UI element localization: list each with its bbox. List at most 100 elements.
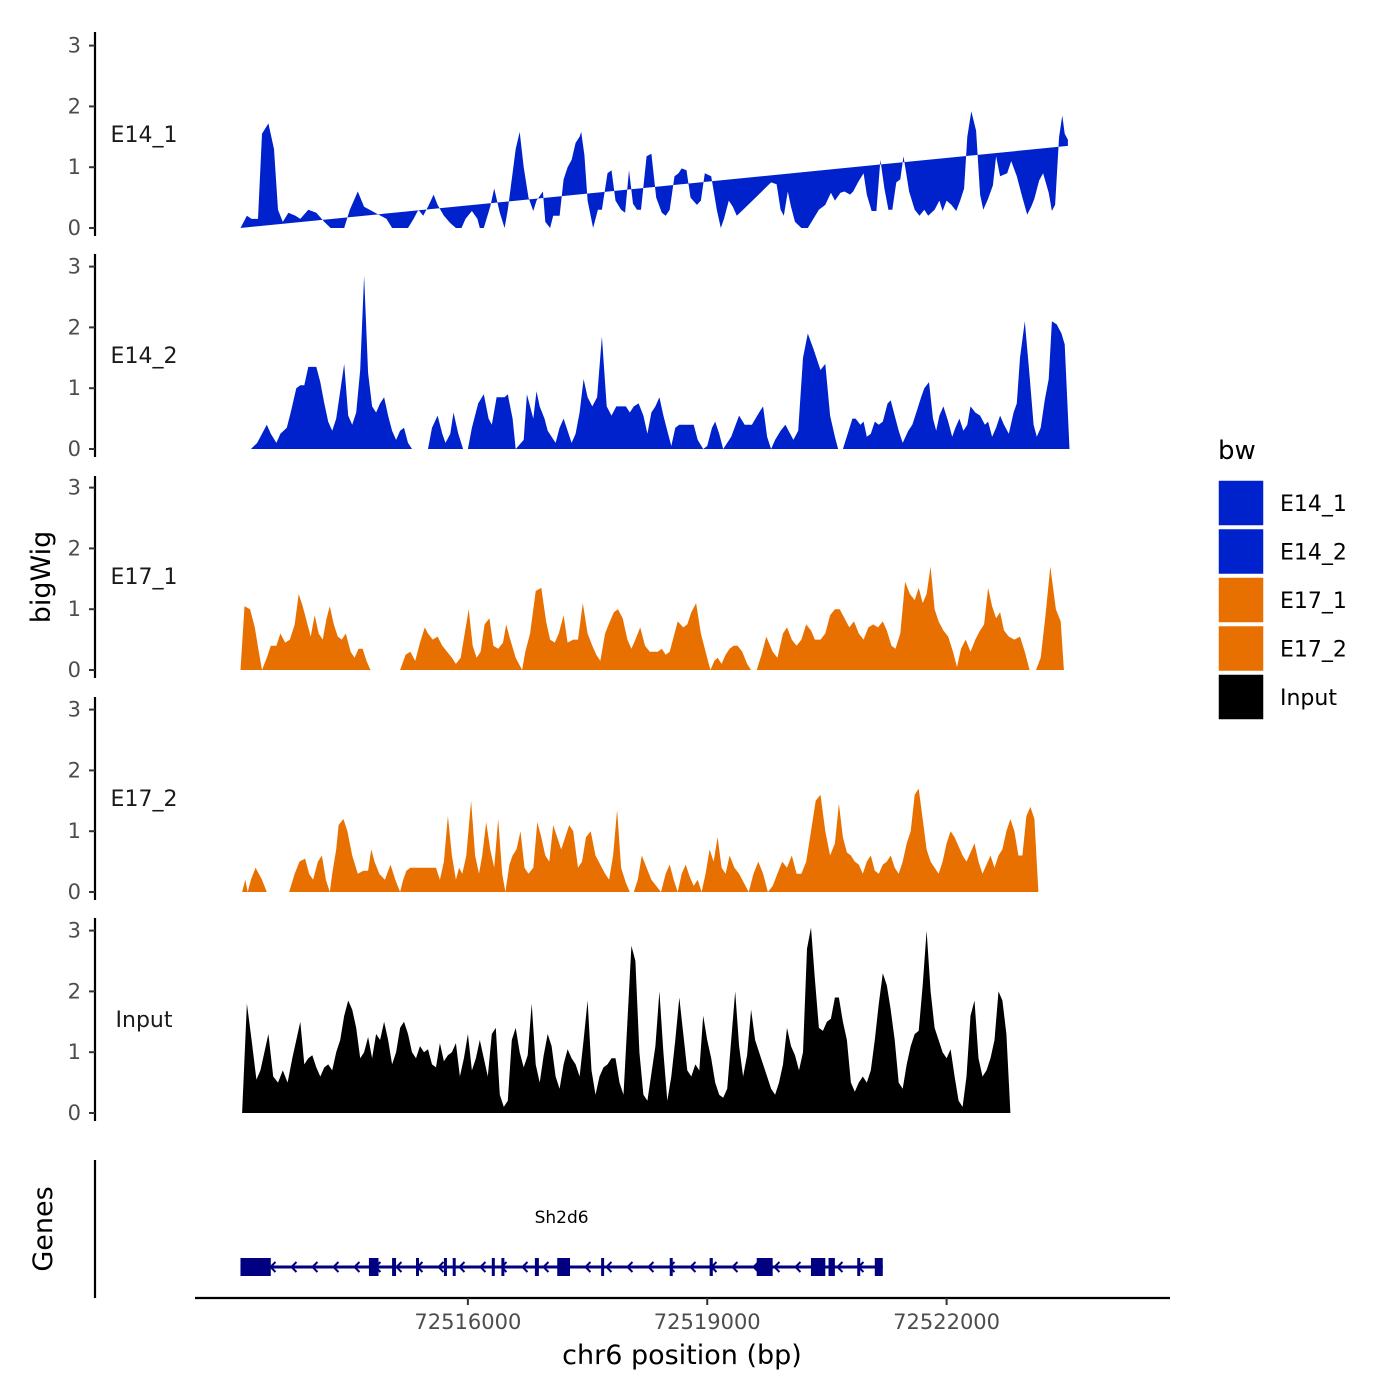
- x-tick-label: 72519000: [654, 1310, 761, 1334]
- legend-swatch: [1217, 479, 1265, 527]
- signal-area-E17_1: [240, 566, 1064, 670]
- strand-arrow: [689, 1261, 697, 1273]
- y-axis-title: bigWig: [26, 531, 57, 624]
- legend-item: Input: [1217, 673, 1337, 721]
- y-tick-label: 3: [68, 255, 81, 279]
- y-tick-label: 0: [68, 1101, 81, 1125]
- gene-exon: [368, 1258, 379, 1276]
- strand-arrow: [458, 1261, 466, 1273]
- legend-swatch: [1217, 527, 1265, 576]
- track-label: E17_2: [111, 787, 178, 812]
- strand-arrow: [479, 1261, 487, 1273]
- signal-area-E14_1: [240, 111, 1068, 228]
- legend-swatch: [1217, 624, 1265, 673]
- gene-exon: [669, 1258, 673, 1276]
- gene-exon: [452, 1258, 456, 1276]
- legend: bw E14_1 E14_2 E17_1 E17_2 Input: [1217, 436, 1347, 721]
- strand-arrow: [731, 1261, 739, 1273]
- legend-swatch: [1217, 673, 1265, 721]
- signal-area-E17_2: [242, 788, 1039, 892]
- legend-items: E14_1 E14_2 E17_1 E17_2 Input: [1217, 479, 1347, 721]
- legend-label: E17_2: [1280, 638, 1347, 663]
- legend-title: bw: [1218, 436, 1256, 466]
- strand-arrow: [794, 1261, 802, 1273]
- legend-label: E17_1: [1280, 589, 1347, 614]
- gene-exon: [534, 1258, 539, 1276]
- y-tick-label: 3: [68, 476, 81, 500]
- strand-arrow: [836, 1261, 844, 1273]
- y-axis-title-text: bigWig: [26, 531, 57, 624]
- strand-arrow: [605, 1261, 613, 1273]
- track-label: E14_1: [111, 123, 178, 148]
- strand-arrow: [773, 1261, 781, 1273]
- strand-arrow: [626, 1261, 634, 1273]
- gene-exon: [416, 1258, 420, 1276]
- strand-arrow: [290, 1261, 298, 1273]
- y-tick-label: 3: [68, 698, 81, 722]
- gene-exon: [601, 1258, 605, 1276]
- strand-arrow: [437, 1261, 445, 1273]
- gene-exon: [874, 1258, 883, 1276]
- strand-arrow: [584, 1261, 592, 1273]
- gene-exon: [501, 1258, 505, 1276]
- strand-arrow: [542, 1261, 550, 1273]
- gene-exon: [709, 1258, 713, 1276]
- track-label: E17_1: [111, 565, 178, 590]
- y-tick-label: 1: [68, 819, 81, 843]
- legend-item: E17_1: [1217, 576, 1347, 624]
- y-tick-label: 0: [68, 437, 81, 461]
- gene-exon: [857, 1258, 861, 1276]
- y-tick-label: 2: [68, 979, 81, 1003]
- gene-exon: [828, 1258, 835, 1276]
- legend-item: E14_1: [1217, 479, 1347, 527]
- y-tick-label: 2: [68, 315, 81, 339]
- y-tick-label: 2: [68, 758, 81, 782]
- x-axis-title: chr6 position (bp): [562, 1340, 802, 1371]
- gene-exon: [756, 1258, 773, 1276]
- track-E17_1: 0 1 2 3 E17_1: [68, 476, 1064, 682]
- y-tick-label: 1: [68, 597, 81, 621]
- y-tick-label: 0: [68, 216, 81, 240]
- y-tick-label: 0: [68, 880, 81, 904]
- y-tick-label: 3: [68, 34, 81, 58]
- x-tick-label: 72516000: [414, 1310, 521, 1334]
- x-ticks: 72516000 72519000 72522000: [414, 1298, 1000, 1334]
- y-tick-label: 2: [68, 94, 81, 118]
- strand-arrow: [521, 1261, 529, 1273]
- gene-exon: [810, 1258, 826, 1276]
- track-E17_2: 0 1 2 3 E17_2: [68, 697, 1039, 904]
- genes-axis-title: Genes: [28, 1186, 59, 1271]
- y-tick-label: 0: [68, 658, 81, 682]
- gene-exon: [443, 1258, 447, 1276]
- strand-arrow: [311, 1261, 319, 1273]
- y-tick-label: 1: [68, 376, 81, 400]
- legend-label: E14_1: [1280, 492, 1347, 517]
- legend-label: E14_2: [1280, 541, 1347, 566]
- track-label: E14_2: [111, 344, 178, 369]
- gene-exon: [240, 1258, 271, 1276]
- legend-swatch: [1217, 576, 1265, 624]
- y-tick-label: 3: [68, 919, 81, 943]
- gene-name-label: Sh2d6: [535, 1208, 589, 1228]
- legend-label: Input: [1280, 686, 1337, 711]
- gene-model: [240, 1258, 883, 1276]
- y-tick-label: 1: [68, 1040, 81, 1064]
- strand-arrow: [332, 1261, 340, 1273]
- legend-item: E14_2: [1217, 527, 1347, 576]
- strand-arrow: [668, 1261, 676, 1273]
- legend-item: E17_2: [1217, 624, 1347, 673]
- track-Input: 0 1 2 3 Input: [68, 918, 1011, 1125]
- x-tick-label: 72522000: [893, 1310, 1000, 1334]
- gene-exon: [491, 1258, 495, 1276]
- genes-panel: Genes Sh2d6: [28, 1160, 883, 1298]
- y-tick-label: 1: [68, 155, 81, 179]
- x-axis: 72516000 72519000 72522000 chr6 position (…: [195, 1296, 1170, 1371]
- tracks-layer: 0 1 2 3 E14_1 0 1 2 3 E14_2 0 1 2 3 E17_1 0 1 2 3 E17_2 0 1 2 3…: [68, 32, 1070, 1125]
- signal-area-E14_2: [250, 275, 1070, 449]
- strand-arrow: [647, 1261, 655, 1273]
- gene-exon: [392, 1258, 397, 1276]
- track-E14_1: 0 1 2 3 E14_1: [68, 32, 1068, 240]
- strand-arrow: [353, 1261, 361, 1273]
- y-tick-label: 2: [68, 536, 81, 560]
